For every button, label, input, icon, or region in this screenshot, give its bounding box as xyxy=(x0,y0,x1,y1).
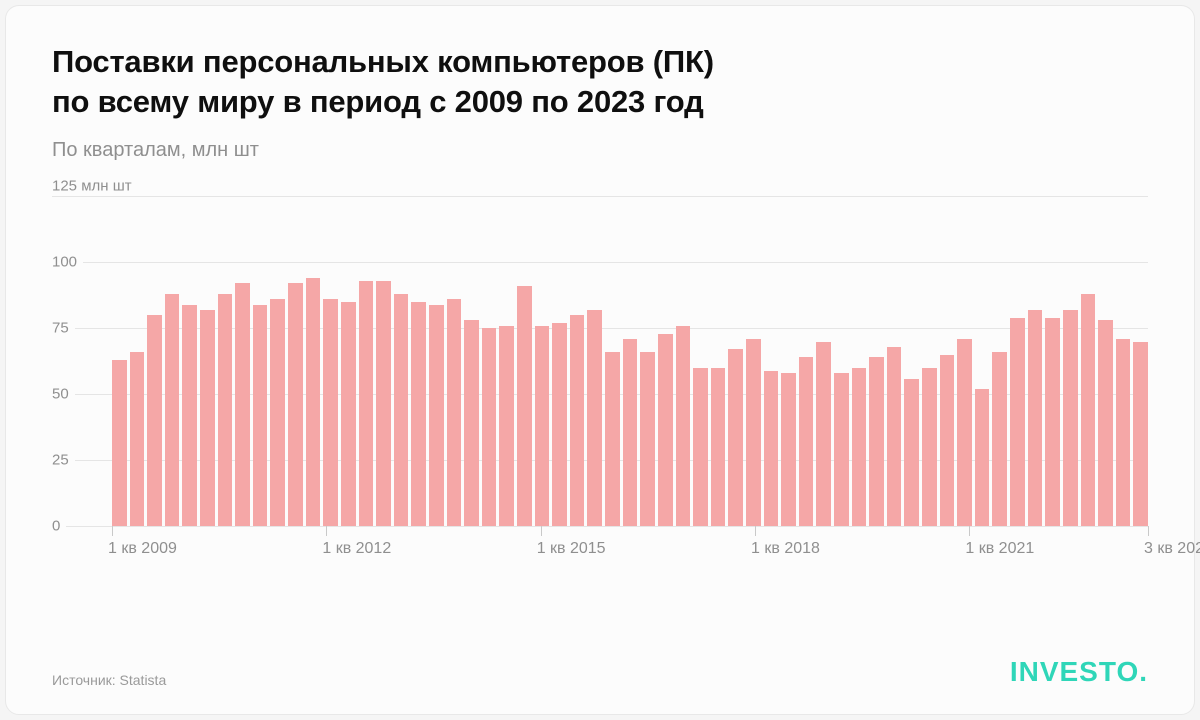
bar xyxy=(658,334,673,527)
bar xyxy=(940,355,955,527)
bar xyxy=(394,294,409,526)
bar xyxy=(1098,320,1113,526)
bar xyxy=(112,360,127,526)
chart-title: Поставки персональных компьютеров (ПК) п… xyxy=(52,42,1148,121)
bar xyxy=(570,315,585,526)
x-axis-label: 1 кв 2018 xyxy=(751,540,820,558)
bar xyxy=(535,326,550,527)
bar xyxy=(922,368,937,526)
bar xyxy=(376,281,391,527)
bar xyxy=(341,302,356,526)
x-axis-label: 1 кв 2012 xyxy=(322,540,391,558)
bar xyxy=(1045,318,1060,527)
bar xyxy=(517,286,532,526)
bar xyxy=(447,299,462,526)
bar xyxy=(182,305,197,527)
x-axis-label: 1 кв 2009 xyxy=(108,540,177,558)
brand-logo: INVESTO. xyxy=(1010,656,1148,688)
bar xyxy=(676,326,691,527)
y-axis-label: 0 xyxy=(52,518,66,535)
chart-title-line1: Поставки персональных компьютеров (ПК) xyxy=(52,44,714,79)
bar xyxy=(1116,339,1131,526)
bar-plot xyxy=(112,196,1148,526)
bar xyxy=(781,373,796,526)
bar xyxy=(429,305,444,527)
chart-area: 0255075100125 млн шт 1 кв 20091 кв 20121… xyxy=(52,196,1148,566)
brand-dot-icon: . xyxy=(1139,656,1148,687)
bar xyxy=(411,302,426,526)
bar xyxy=(1063,310,1078,526)
bar xyxy=(869,357,884,526)
bar xyxy=(764,371,779,527)
x-tick xyxy=(969,526,970,536)
bar xyxy=(323,299,338,526)
x-axis-label: 1 кв 2021 xyxy=(965,540,1034,558)
bar xyxy=(834,373,849,526)
bar xyxy=(147,315,162,526)
bar xyxy=(359,281,374,527)
bar xyxy=(587,310,602,526)
x-tick xyxy=(541,526,542,536)
bar xyxy=(1081,294,1096,526)
x-axis-label: 3 кв 2023 xyxy=(1144,540,1200,558)
bar xyxy=(693,368,708,526)
bar xyxy=(711,368,726,526)
chart-card: Поставки персональных компьютеров (ПК) п… xyxy=(5,5,1195,715)
bar xyxy=(605,352,620,526)
bar xyxy=(1028,310,1043,526)
y-axis-label: 125 млн шт xyxy=(52,178,138,195)
brand-text: INVESTO xyxy=(1010,656,1139,687)
bar xyxy=(288,283,303,526)
bar xyxy=(728,349,743,526)
bar xyxy=(887,347,902,527)
x-tick xyxy=(112,526,113,536)
y-axis-label: 50 xyxy=(52,386,75,403)
x-axis: 1 кв 20091 кв 20121 кв 20151 кв 20181 кв… xyxy=(112,526,1148,566)
x-tick xyxy=(326,526,327,536)
x-axis-label: 1 кв 2015 xyxy=(537,540,606,558)
bar xyxy=(852,368,867,526)
y-axis-label: 100 xyxy=(52,254,83,271)
bar xyxy=(306,278,321,526)
bar xyxy=(975,389,990,526)
x-tick xyxy=(1148,526,1149,536)
bar xyxy=(799,357,814,526)
bar xyxy=(165,294,180,526)
bar xyxy=(218,294,233,526)
x-tick xyxy=(755,526,756,536)
bar xyxy=(253,305,268,527)
bar xyxy=(904,379,919,527)
y-axis-label: 75 xyxy=(52,320,75,337)
bar xyxy=(130,352,145,526)
chart-subtitle: По кварталам, млн шт xyxy=(52,139,1148,162)
bar xyxy=(200,310,215,526)
bar xyxy=(1010,318,1025,527)
bar xyxy=(992,352,1007,526)
bar xyxy=(816,342,831,527)
bar xyxy=(640,352,655,526)
bar xyxy=(746,339,761,526)
bar xyxy=(482,328,497,526)
bar xyxy=(957,339,972,526)
bar xyxy=(235,283,250,526)
bar xyxy=(499,326,514,527)
bar xyxy=(552,323,567,526)
chart-footer: Источник: Statista INVESTO. xyxy=(52,656,1148,688)
source-label: Источник: Statista xyxy=(52,672,166,688)
chart-title-line2: по всему миру в период с 2009 по 2023 го… xyxy=(52,84,704,119)
bar xyxy=(464,320,479,526)
bar xyxy=(623,339,638,526)
bar xyxy=(1133,342,1148,527)
bar xyxy=(270,299,285,526)
y-axis-label: 25 xyxy=(52,452,75,469)
